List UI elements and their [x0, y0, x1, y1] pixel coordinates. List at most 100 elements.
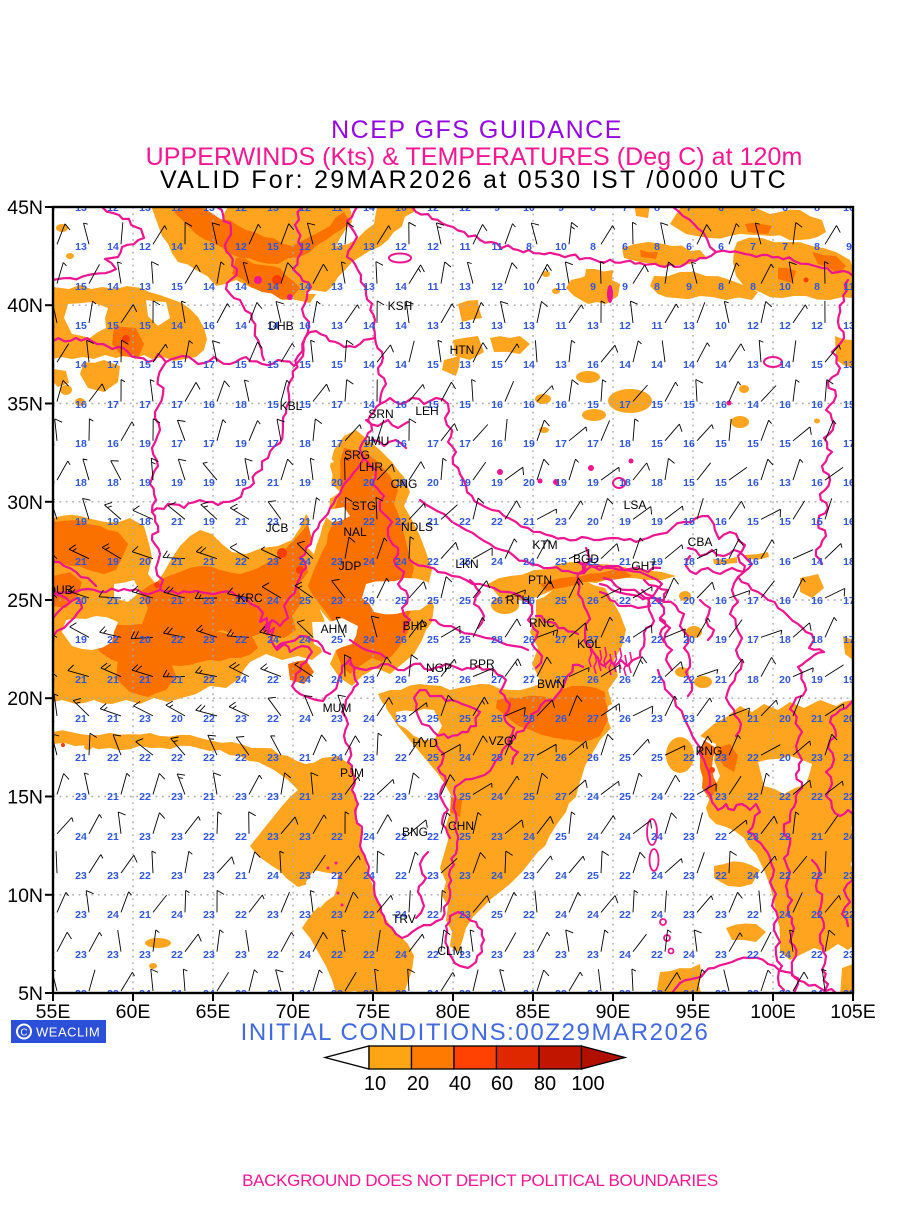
svg-text:15: 15	[139, 359, 151, 371]
svg-text:23: 23	[75, 909, 87, 921]
svg-text:KSH: KSH	[388, 299, 413, 313]
svg-text:22: 22	[459, 516, 471, 528]
svg-text:22: 22	[683, 674, 695, 686]
svg-text:13: 13	[491, 320, 503, 332]
svg-text:21: 21	[75, 674, 87, 686]
svg-text:24: 24	[107, 909, 119, 921]
svg-text:11: 11	[459, 241, 470, 253]
svg-text:17: 17	[587, 438, 599, 450]
svg-text:23: 23	[139, 713, 151, 725]
svg-text:17: 17	[747, 634, 759, 646]
svg-text:14: 14	[267, 281, 279, 293]
svg-text:15: 15	[427, 399, 439, 411]
svg-text:19: 19	[75, 516, 87, 528]
svg-text:16: 16	[811, 438, 823, 450]
svg-text:16: 16	[587, 359, 599, 371]
svg-text:13: 13	[555, 359, 567, 371]
svg-text:12: 12	[427, 241, 439, 253]
svg-text:11: 11	[555, 320, 566, 332]
svg-text:20: 20	[779, 713, 791, 725]
svg-text:23: 23	[75, 791, 87, 803]
svg-text:26: 26	[523, 634, 535, 646]
svg-text:23: 23	[267, 909, 279, 921]
svg-text:22: 22	[715, 870, 727, 882]
svg-text:21: 21	[747, 713, 759, 725]
svg-text:95E: 95E	[676, 1001, 711, 1023]
svg-text:14: 14	[683, 359, 695, 371]
svg-text:23: 23	[747, 831, 759, 843]
svg-text:25: 25	[427, 595, 439, 607]
svg-text:65E: 65E	[196, 1001, 231, 1023]
svg-text:18: 18	[683, 556, 695, 568]
svg-text:RNC: RNC	[529, 616, 555, 630]
svg-text:16: 16	[843, 516, 855, 528]
svg-text:23: 23	[651, 713, 663, 725]
svg-text:22: 22	[75, 988, 87, 1000]
svg-text:26: 26	[459, 674, 471, 686]
svg-text:16: 16	[299, 320, 311, 332]
svg-text:23: 23	[203, 870, 215, 882]
svg-text:21: 21	[715, 713, 727, 725]
svg-text:18: 18	[395, 477, 407, 489]
svg-text:25: 25	[427, 634, 439, 646]
svg-text:25: 25	[555, 595, 567, 607]
svg-text:26: 26	[395, 634, 407, 646]
svg-text:22: 22	[683, 752, 695, 764]
svg-text:20: 20	[427, 477, 439, 489]
svg-text:14: 14	[235, 281, 247, 293]
svg-text:16: 16	[491, 438, 503, 450]
svg-text:24: 24	[267, 634, 279, 646]
svg-text:24: 24	[299, 634, 311, 646]
svg-text:25: 25	[459, 595, 471, 607]
svg-text:19: 19	[619, 516, 631, 528]
svg-text:13: 13	[363, 281, 375, 293]
svg-text:14: 14	[363, 202, 375, 214]
svg-text:24: 24	[811, 988, 823, 1000]
svg-text:20: 20	[139, 595, 151, 607]
svg-text:23: 23	[331, 988, 343, 1000]
svg-text:23: 23	[715, 909, 727, 921]
svg-text:23: 23	[107, 870, 119, 882]
svg-text:23: 23	[427, 870, 439, 882]
svg-text:16: 16	[683, 438, 695, 450]
svg-text:26: 26	[587, 752, 599, 764]
svg-text:23: 23	[363, 988, 375, 1000]
svg-text:22: 22	[427, 831, 439, 843]
svg-text:19: 19	[299, 477, 311, 489]
svg-text:12: 12	[299, 202, 311, 214]
svg-text:15: 15	[747, 438, 759, 450]
svg-text:24: 24	[459, 752, 471, 764]
svg-text:24: 24	[235, 674, 247, 686]
svg-text:16: 16	[715, 595, 727, 607]
svg-text:9: 9	[846, 241, 852, 253]
svg-text:24: 24	[747, 870, 759, 882]
svg-text:25: 25	[619, 752, 631, 764]
svg-text:23: 23	[331, 713, 343, 725]
svg-text:8: 8	[814, 281, 820, 293]
svg-text:18: 18	[619, 477, 631, 489]
svg-text:15: 15	[715, 556, 727, 568]
svg-text:23: 23	[459, 870, 471, 882]
svg-text:13: 13	[459, 320, 471, 332]
svg-text:24: 24	[363, 870, 375, 882]
svg-text:8: 8	[654, 241, 660, 253]
svg-text:23: 23	[299, 909, 311, 921]
svg-text:24: 24	[779, 949, 791, 961]
svg-text:16: 16	[779, 595, 791, 607]
svg-text:16: 16	[715, 399, 727, 411]
svg-text:22: 22	[267, 713, 279, 725]
svg-text:23: 23	[683, 713, 695, 725]
svg-text:13: 13	[427, 320, 439, 332]
svg-text:22: 22	[651, 988, 663, 1000]
svg-text:60: 60	[491, 1073, 513, 1095]
svg-text:13: 13	[363, 241, 375, 253]
svg-text:21: 21	[139, 674, 151, 686]
svg-text:HTN: HTN	[450, 343, 475, 357]
svg-text:21: 21	[811, 831, 823, 843]
svg-text:12: 12	[171, 202, 183, 214]
svg-text:22: 22	[651, 634, 663, 646]
svg-text:16: 16	[811, 595, 823, 607]
svg-text:25: 25	[555, 556, 567, 568]
svg-text:24: 24	[75, 831, 87, 843]
svg-text:24: 24	[619, 831, 631, 843]
